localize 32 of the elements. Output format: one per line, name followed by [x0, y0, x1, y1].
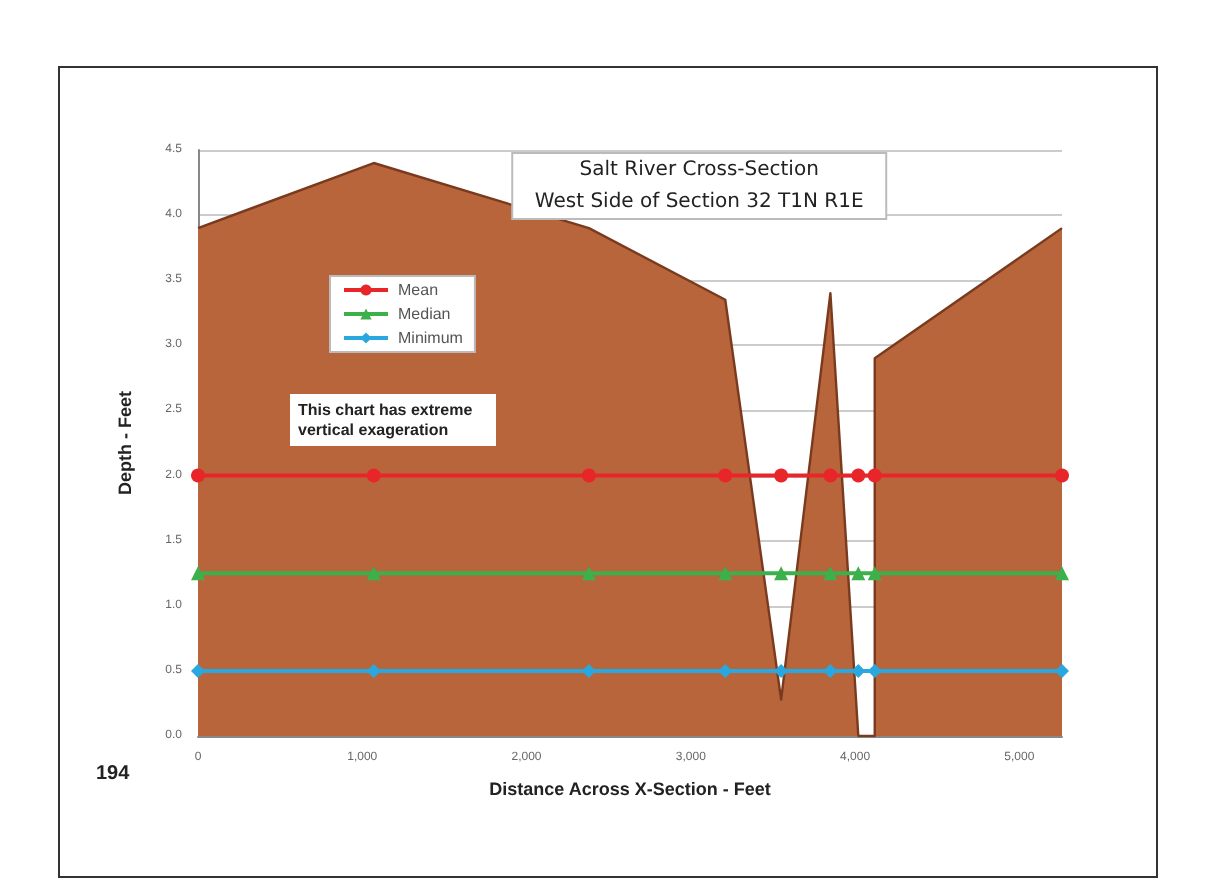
x-axis-title: Distance Across X-Section - Feet — [489, 779, 771, 799]
point — [191, 663, 205, 678]
point — [851, 663, 866, 678]
point — [718, 566, 733, 581]
point — [867, 468, 882, 483]
annotation: This chart has extreme vertical exageration — [298, 401, 477, 439]
legend-label: Minimum — [398, 329, 464, 347]
legend-label: Median — [398, 305, 451, 323]
point — [867, 663, 882, 678]
point — [191, 566, 205, 581]
point — [823, 663, 838, 678]
point — [851, 468, 866, 483]
point — [366, 468, 381, 483]
point — [1055, 468, 1069, 483]
point — [1055, 566, 1069, 581]
text: 194 — [96, 763, 131, 785]
y-axis-title: Depth - Feet — [115, 390, 135, 496]
point — [823, 468, 838, 483]
legend-label: Mean — [398, 281, 439, 299]
point — [718, 468, 733, 483]
point — [191, 468, 205, 483]
point — [581, 566, 596, 581]
point — [366, 566, 381, 581]
text: West Side of Section 32 T1N R1E — [534, 191, 864, 213]
point — [867, 566, 882, 581]
point — [851, 566, 866, 581]
point — [823, 566, 838, 581]
chart-title: Salt River Cross-Section — [579, 159, 819, 181]
point — [1055, 663, 1069, 678]
point — [774, 468, 789, 483]
point — [581, 468, 596, 483]
point — [774, 566, 789, 581]
